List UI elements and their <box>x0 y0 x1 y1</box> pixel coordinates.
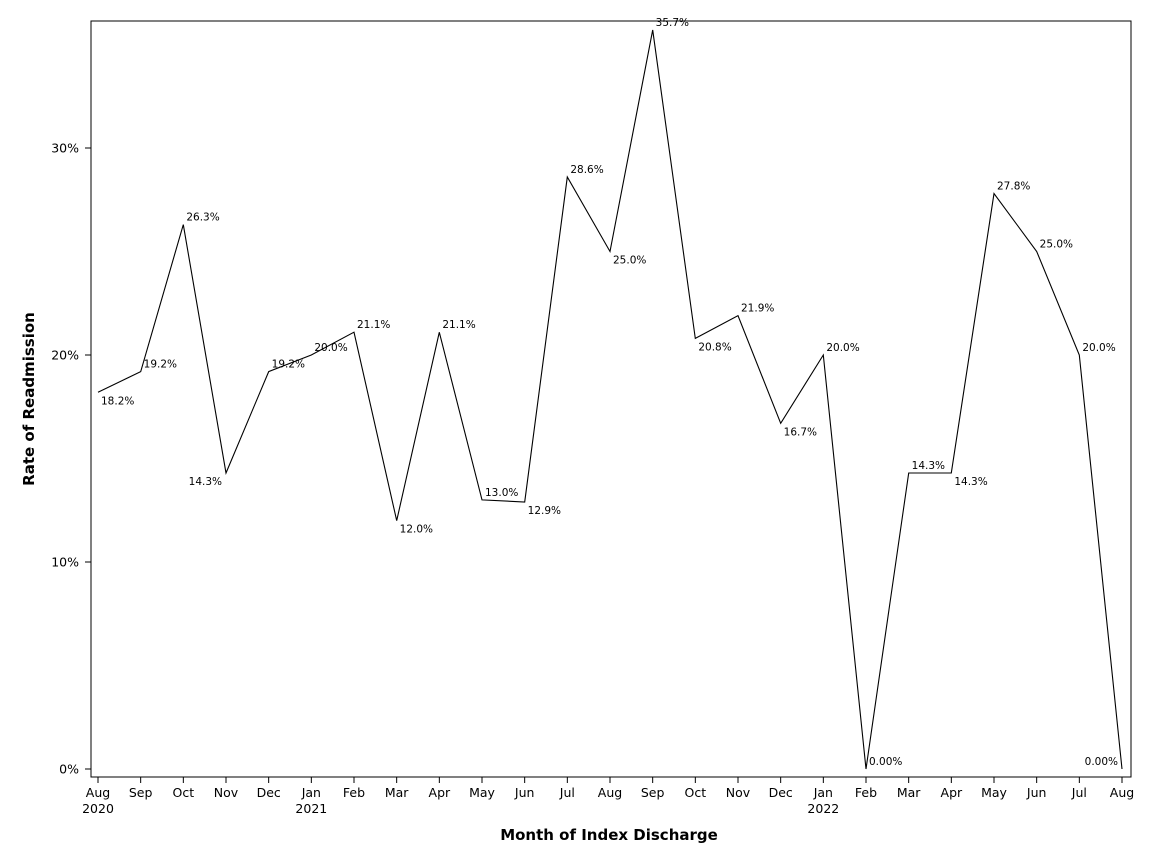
data-label: 26.3% <box>186 212 219 224</box>
data-label: 14.3% <box>189 476 222 488</box>
data-label: 27.8% <box>997 181 1030 193</box>
data-label: 20.8% <box>698 341 731 353</box>
x-tick-label: Oct <box>173 785 195 800</box>
x-tick-label: Mar <box>897 785 921 800</box>
x-tick-label: Feb <box>855 785 877 800</box>
x-tick-year-label: 2021 <box>295 801 327 816</box>
data-label: 20.0% <box>826 342 859 354</box>
data-label: 0.00% <box>1085 756 1118 768</box>
x-tick-label: Nov <box>214 785 239 800</box>
y-axis-title: Rate of Readmission <box>20 312 38 486</box>
data-label: 0.00% <box>869 756 902 768</box>
x-tick-year-label: 2022 <box>807 801 839 816</box>
x-tick-label: Aug <box>598 785 622 800</box>
data-label: 18.2% <box>101 395 134 407</box>
x-tick-year-label: 2020 <box>82 801 114 816</box>
x-tick-label: Feb <box>343 785 365 800</box>
plot-frame <box>90 20 1132 778</box>
x-tick-label: Jan <box>301 785 321 800</box>
data-labels: 18.2% 19.2% 26.3% 14.3% 19.2% 20.0% 21.1% 12.0%… <box>101 17 1118 768</box>
x-tick-label: Sep <box>129 785 153 800</box>
y-tick-label: 0% <box>59 762 79 777</box>
data-label: 12.9% <box>528 505 561 517</box>
data-label: 20.0% <box>314 342 347 354</box>
data-label: 21.1% <box>442 319 475 331</box>
x-tick-label: May <box>469 785 495 800</box>
series-line <box>97 29 1123 770</box>
data-label: 35.7% <box>656 17 689 29</box>
data-label: 13.0% <box>485 487 518 499</box>
data-label: 20.0% <box>1082 342 1115 354</box>
y-axis: 0% 10% 20% 30% <box>51 141 91 777</box>
y-tick-label: 30% <box>51 141 79 156</box>
y-tick-label: 10% <box>51 555 79 570</box>
data-label: 12.0% <box>400 524 433 536</box>
x-tick-label: Jan <box>813 785 833 800</box>
data-label: 14.3% <box>954 476 987 488</box>
x-tick-label: Oct <box>685 785 707 800</box>
x-tick-label: Apr <box>429 785 451 800</box>
data-label: 21.1% <box>357 319 390 331</box>
data-label: 25.0% <box>1040 239 1073 251</box>
x-tick-label: Aug <box>86 785 110 800</box>
data-label: 14.3% <box>912 460 945 472</box>
x-tick-label: Jul <box>559 785 575 800</box>
x-axis-title: Month of Index Discharge <box>500 826 718 844</box>
x-tick-label: Jun <box>1026 785 1047 800</box>
x-tick-label: Aug <box>1110 785 1134 800</box>
data-label: 28.6% <box>570 164 603 176</box>
data-label: 21.9% <box>741 303 774 315</box>
x-tick-label: Nov <box>726 785 751 800</box>
x-tick-label: Sep <box>641 785 665 800</box>
x-tick-label: Mar <box>385 785 409 800</box>
x-tick-label: Apr <box>941 785 963 800</box>
x-tick-label: Dec <box>257 785 281 800</box>
x-tick-label: Jul <box>1071 785 1087 800</box>
x-tick-label: Dec <box>769 785 793 800</box>
x-tick-label: May <box>981 785 1007 800</box>
data-label: 19.2% <box>272 359 305 371</box>
data-label: 25.0% <box>613 255 646 267</box>
x-tick-label: Jun <box>514 785 535 800</box>
data-label: 16.7% <box>784 426 817 438</box>
data-label: 19.2% <box>144 359 177 371</box>
y-tick-label: 20% <box>51 348 79 363</box>
